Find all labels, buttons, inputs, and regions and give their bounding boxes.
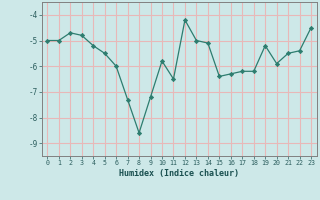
X-axis label: Humidex (Indice chaleur): Humidex (Indice chaleur): [119, 169, 239, 178]
